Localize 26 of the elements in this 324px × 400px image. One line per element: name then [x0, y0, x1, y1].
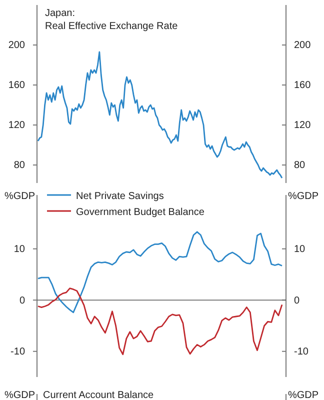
line-series [37, 288, 283, 356]
text: %GDP [4, 390, 36, 400]
y-tick-label: 10 [14, 244, 26, 256]
legend-label: Net Private Savings [76, 191, 164, 202]
y2-axis-title: %GDP [288, 191, 319, 202]
y-tick-label: 120 [8, 120, 26, 132]
text: Current Account Balance [43, 390, 154, 400]
y2-tick-label: 120 [294, 120, 312, 132]
text: %GDP [288, 390, 319, 400]
y-tick-label: 160 [8, 80, 26, 92]
y2-tick-label: 0 [294, 295, 300, 306]
y-tick-label: 200 [8, 40, 26, 52]
y2-tick-label: -10 [294, 346, 309, 358]
y-tick-label: 0 [19, 295, 26, 306]
line-series [37, 231, 283, 314]
y-axis-title: %GDP [4, 191, 36, 202]
chart-title: Japan: [45, 8, 76, 19]
y-tick-label: 80 [14, 160, 26, 172]
y2-tick-label: 10 [294, 244, 306, 256]
line-series [37, 51, 283, 179]
legend-label: Government Budget Balance [76, 207, 205, 218]
y2-tick-label: 160 [294, 80, 312, 92]
y-tick-label: -10 [10, 346, 26, 358]
y2-tick-label: 80 [294, 160, 306, 172]
text: Real Effective Exchange Rate [45, 21, 178, 32]
y2-tick-label: 200 [294, 40, 312, 52]
